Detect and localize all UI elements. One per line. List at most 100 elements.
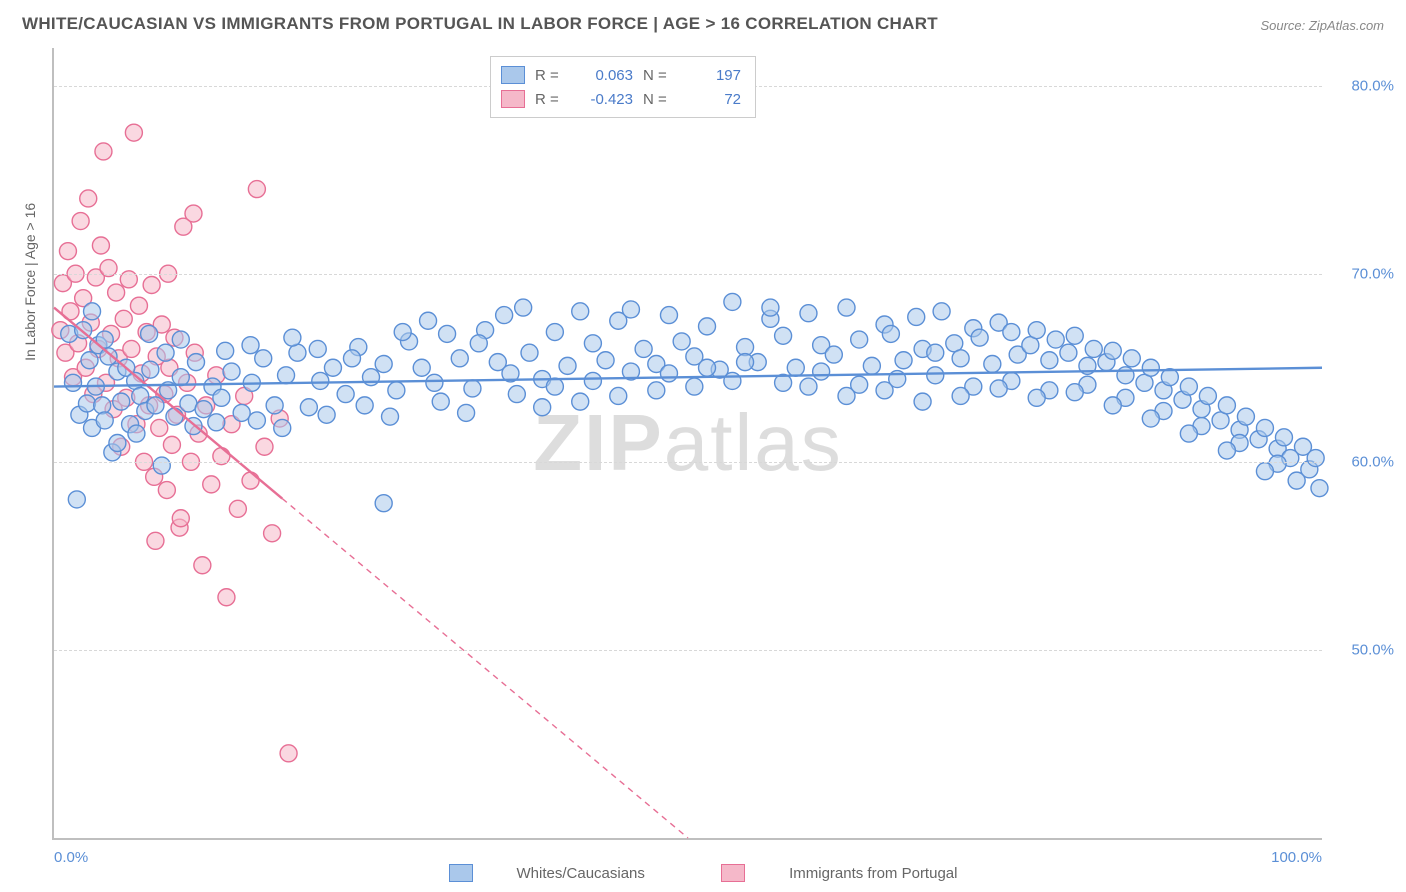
data-point [1142, 410, 1159, 427]
data-point [838, 299, 855, 316]
data-point [546, 378, 563, 395]
data-point [248, 181, 265, 198]
data-point [534, 399, 551, 416]
data-point [984, 356, 1001, 373]
data-point [800, 305, 817, 322]
n-label: N = [643, 91, 669, 108]
data-point [1180, 378, 1197, 395]
data-point [68, 491, 85, 508]
data-point [100, 348, 117, 365]
data-point [280, 745, 297, 762]
data-point [1275, 429, 1292, 446]
data-point [59, 243, 76, 260]
data-point [343, 350, 360, 367]
data-point [94, 397, 111, 414]
data-point [256, 438, 273, 455]
data-point [375, 495, 392, 512]
data-point [439, 325, 456, 342]
data-point [92, 237, 109, 254]
swatch-pink [501, 90, 525, 108]
data-point [153, 457, 170, 474]
n-value-pink: 72 [679, 91, 741, 108]
data-point [673, 333, 690, 350]
data-point [318, 406, 335, 423]
data-point [686, 378, 703, 395]
data-point [300, 399, 317, 416]
data-point [195, 401, 212, 418]
data-point [229, 500, 246, 517]
legend-label-blue: Whites/Caucasians [517, 865, 645, 882]
data-point [278, 367, 295, 384]
data-point [1180, 425, 1197, 442]
data-point [496, 307, 513, 324]
data-point [128, 425, 145, 442]
y-tick-label: 70.0% [1334, 265, 1394, 282]
data-point [147, 397, 164, 414]
data-point [163, 436, 180, 453]
data-point [464, 380, 481, 397]
data-point [217, 342, 234, 359]
data-point [356, 397, 373, 414]
data-point [584, 335, 601, 352]
r-value-pink: -0.423 [571, 91, 633, 108]
data-point [813, 363, 830, 380]
data-point [724, 372, 741, 389]
data-point [223, 363, 240, 380]
data-point [1218, 397, 1235, 414]
legend-series: Whites/Caucasians Immigrants from Portug… [0, 864, 1406, 886]
data-point [451, 350, 468, 367]
data-point [233, 404, 250, 421]
data-point [787, 359, 804, 376]
y-axis-label: In Labor Force | Age > 16 [22, 203, 38, 361]
data-point [1104, 397, 1121, 414]
data-point [470, 335, 487, 352]
data-point [388, 382, 405, 399]
data-point [432, 393, 449, 410]
data-point [185, 205, 202, 222]
data-point [572, 303, 589, 320]
legend-label-pink: Immigrants from Portugal [789, 865, 957, 882]
data-point [1060, 344, 1077, 361]
data-point [952, 350, 969, 367]
data-point [108, 284, 125, 301]
data-point [72, 213, 89, 230]
data-point [1047, 331, 1064, 348]
data-point [597, 352, 614, 369]
data-point [115, 310, 132, 327]
data-point [762, 299, 779, 316]
data-point [876, 382, 893, 399]
data-point [113, 393, 130, 410]
data-point [635, 340, 652, 357]
swatch-blue [449, 864, 473, 882]
data-point [188, 354, 205, 371]
data-point [521, 344, 538, 361]
data-point [194, 557, 211, 574]
data-point [80, 190, 97, 207]
data-point [699, 318, 716, 335]
data-point [172, 369, 189, 386]
data-point [800, 378, 817, 395]
data-point [699, 359, 716, 376]
data-point [125, 124, 142, 141]
data-point [1256, 463, 1273, 480]
data-point [1142, 359, 1159, 376]
data-point [952, 387, 969, 404]
data-point [413, 359, 430, 376]
data-point [203, 476, 220, 493]
data-point [1123, 350, 1140, 367]
data-point [1003, 324, 1020, 341]
data-point [81, 352, 98, 369]
data-point [1085, 340, 1102, 357]
legend-item-pink: Immigrants from Portugal [703, 864, 975, 882]
data-point [908, 308, 925, 325]
data-point [737, 354, 754, 371]
data-point [248, 412, 265, 429]
data-point [95, 143, 112, 160]
data-point [546, 324, 563, 341]
data-point [1117, 367, 1134, 384]
data-point [266, 397, 283, 414]
data-point [309, 340, 326, 357]
gridline [54, 462, 1322, 463]
swatch-pink [721, 864, 745, 882]
data-point [141, 325, 158, 342]
